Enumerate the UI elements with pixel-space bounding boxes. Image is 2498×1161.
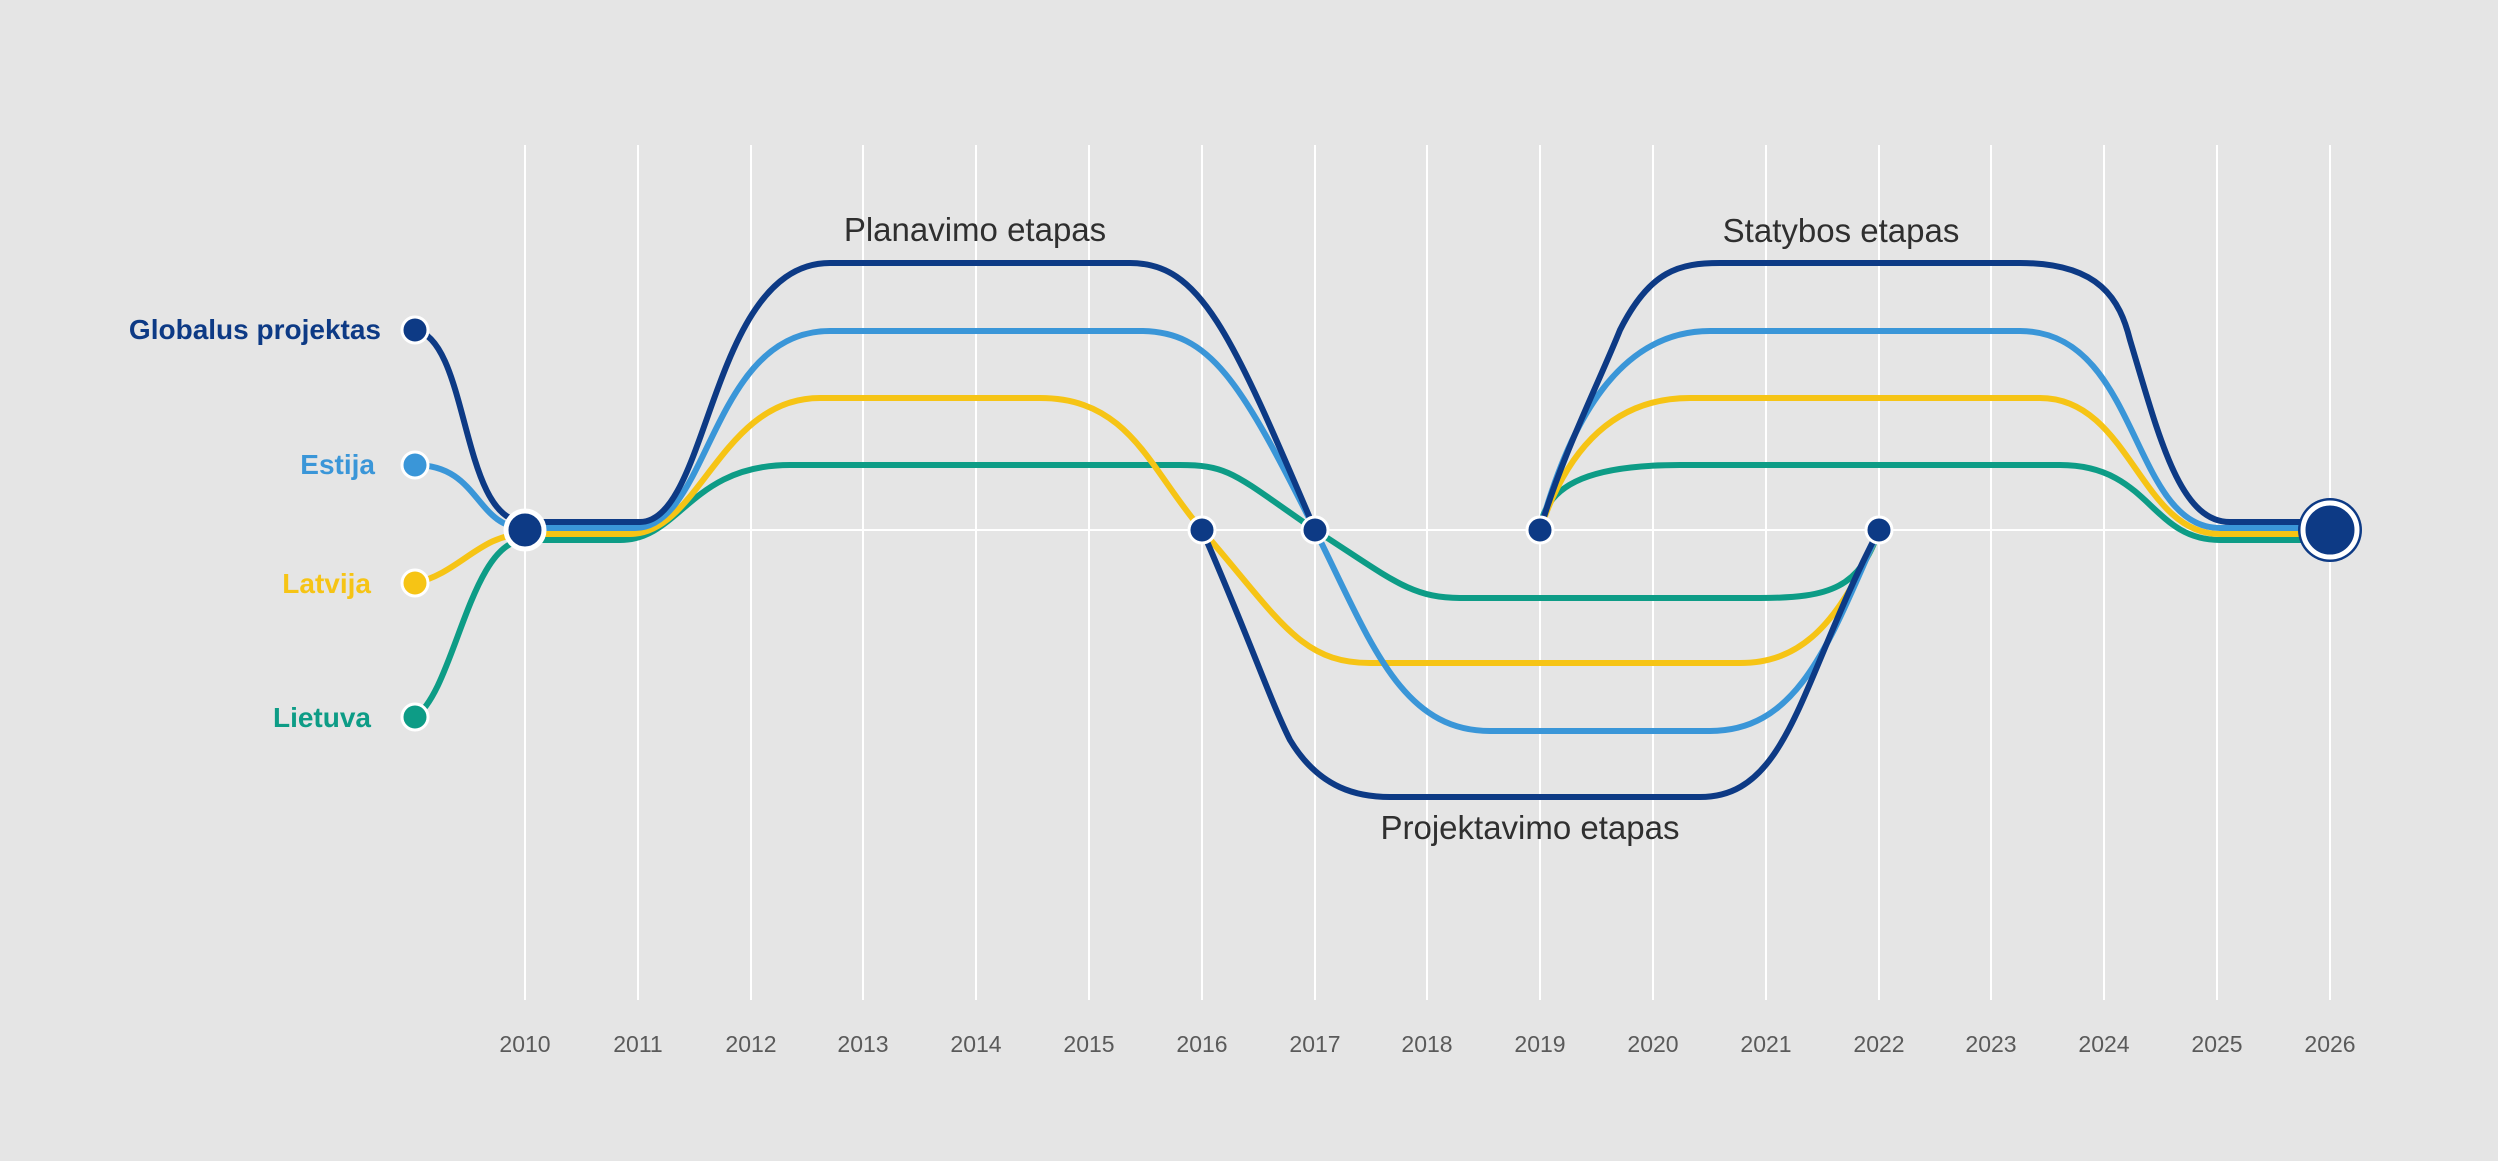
year-label-2012: 2012 <box>725 1031 776 1057</box>
year-label-2014: 2014 <box>950 1031 1001 1057</box>
milestone-2010 <box>503 508 547 552</box>
legend-global: Globalus projektas <box>129 314 381 345</box>
track-estonia <box>412 328 1882 734</box>
phase-planning-label: Planavimo etapas <box>844 211 1106 248</box>
track-lithuania-construction <box>1537 462 2333 543</box>
year-label-2017: 2017 <box>1289 1031 1340 1057</box>
milestone-2022 <box>1864 515 1894 545</box>
milestone-2026-outer <box>2298 498 2362 562</box>
legend-latvia: Latvija <box>282 568 371 599</box>
year-label-2018: 2018 <box>1401 1031 1452 1057</box>
phase-construction-label: Statybos etapas <box>1723 212 1960 249</box>
milestone-2016 <box>1187 515 1217 545</box>
year-label-2026: 2026 <box>2304 1031 2355 1057</box>
year-label-2023: 2023 <box>1965 1031 2016 1057</box>
year-label-2013: 2013 <box>837 1031 888 1057</box>
legend-estonia: Estija <box>300 449 375 480</box>
legend-lithuania: Lietuva <box>273 702 371 733</box>
legend: Globalus projektas Estija Latvija Lietuv… <box>129 314 381 733</box>
node-lithuania-start <box>400 702 430 732</box>
year-label-2019: 2019 <box>1514 1031 1565 1057</box>
legend-nodes <box>400 315 430 732</box>
track-latvia <box>412 395 1882 666</box>
track-global-construction <box>1537 260 2333 533</box>
track-estonia-construction <box>1537 328 2333 533</box>
year-label-2015: 2015 <box>1063 1031 1114 1057</box>
year-axis: 2010 2011 2012 2013 2014 2015 2016 2017 … <box>499 1031 2355 1057</box>
milestone-2017 <box>1300 515 1330 545</box>
year-label-2010: 2010 <box>499 1031 550 1057</box>
phase-design-label: Projektavimo etapas <box>1381 809 1680 846</box>
track-latvia-construction <box>1537 395 2333 537</box>
year-label-2020: 2020 <box>1627 1031 1678 1057</box>
milestone-2019 <box>1525 515 1555 545</box>
year-label-2024: 2024 <box>2078 1031 2129 1057</box>
year-label-2011: 2011 <box>613 1031 662 1057</box>
node-latvia-start <box>400 568 430 598</box>
milestone-nodes <box>503 498 2362 562</box>
node-estonia-start <box>400 450 430 480</box>
year-label-2025: 2025 <box>2191 1031 2242 1057</box>
year-label-2021: 2021 <box>1740 1031 1791 1057</box>
milestone-2026-ring <box>2300 500 2360 560</box>
node-global-start <box>400 315 430 345</box>
year-label-2022: 2022 <box>1853 1031 1904 1057</box>
track-lithuania <box>412 462 1882 720</box>
track-global <box>412 260 1882 800</box>
year-label-2016: 2016 <box>1176 1031 1227 1057</box>
